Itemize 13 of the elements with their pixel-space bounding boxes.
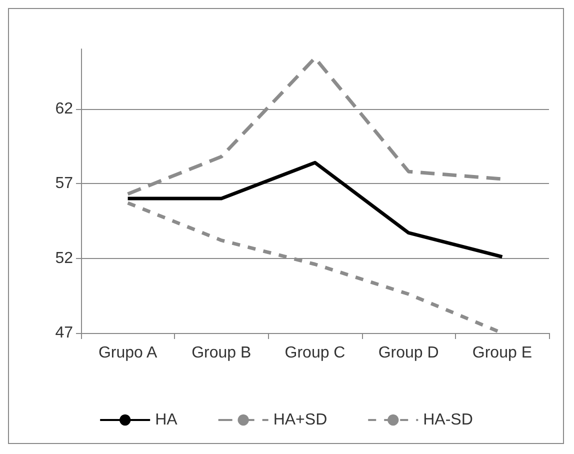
line-series	[126, 160, 504, 259]
y-tick-label: 52	[55, 250, 74, 267]
legend-label: HA	[155, 412, 178, 428]
y-tick-label: 57	[55, 175, 74, 192]
x-tick-label: Grupo A	[98, 344, 158, 362]
x-tick-label: Group C	[284, 344, 346, 362]
legend-label: HA+SD	[273, 412, 328, 428]
y-tick-label: 47	[55, 324, 74, 342]
x-tick-label: Group E	[472, 344, 532, 362]
legend-label: HA-SD	[423, 412, 473, 428]
x-tick-label: Group B	[192, 344, 252, 362]
x-tick-label: Group D	[378, 344, 439, 362]
y-tick-label: 62	[55, 100, 74, 118]
